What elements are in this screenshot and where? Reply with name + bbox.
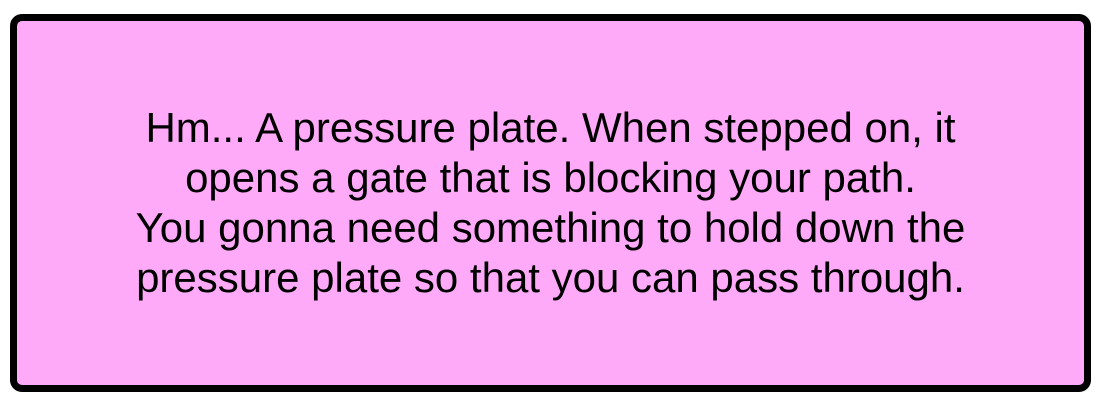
dialog-line-3: You gonna need something to hold down th… <box>135 204 966 251</box>
dialog-line-1: Hm... A pressure plate. When stepped on,… <box>145 104 956 151</box>
dialog-text: Hm... A pressure plate. When stepped on,… <box>51 103 1051 303</box>
dialog-line-2: opens a gate that is blocking your path. <box>185 154 916 201</box>
dialog-line-4: pressure plate so that you can pass thro… <box>136 254 965 301</box>
dialog-box[interactable]: Hm... A pressure plate. When stepped on,… <box>10 14 1091 392</box>
